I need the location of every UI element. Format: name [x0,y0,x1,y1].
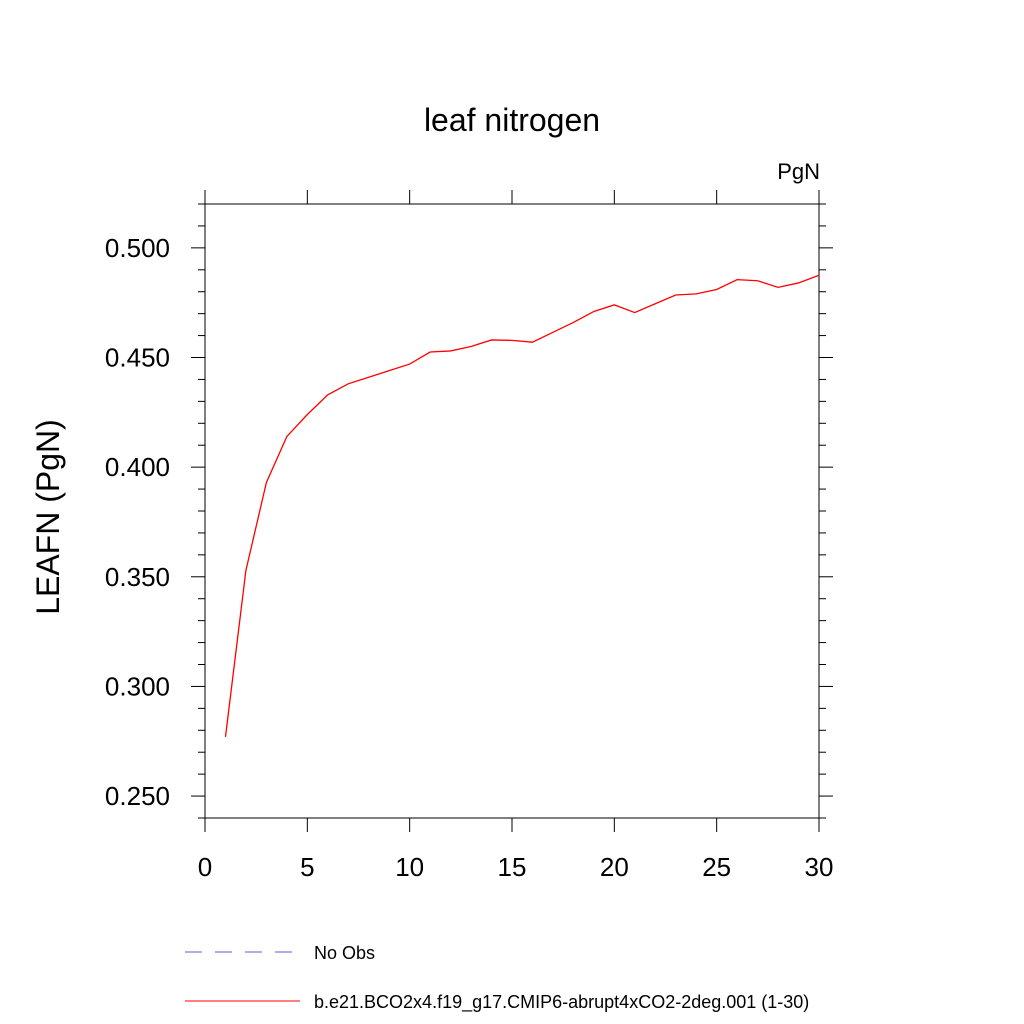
units-label: PgN [777,159,820,184]
x-tick-label: 30 [805,852,834,882]
axis-ticks [191,190,833,832]
y-axis-label: LEAFN (PgN) [30,419,66,615]
x-tick-labels: 0 5 10 15 20 25 30 [198,852,834,882]
y-tick-label: 0.400 [105,452,170,482]
y-tick-label: 0.250 [105,781,170,811]
series-lines [224,274,820,737]
series-line-1 [224,274,820,737]
legend-label-0: No Obs [314,943,375,963]
legend-label-1: b.e21.BCO2x4.f19_g17.CMIP6-abrupt4xCO2-2… [314,992,809,1013]
legend: No Obs b.e21.BCO2x4.f19_g17.CMIP6-abrupt4… [185,943,809,1013]
x-tick-label: 5 [300,852,314,882]
chart-title: leaf nitrogen [424,102,600,138]
x-tick-label: 0 [198,852,212,882]
x-tick-label: 10 [395,852,424,882]
x-tick-label: 25 [702,852,731,882]
x-tick-label: 20 [600,852,629,882]
y-tick-label: 0.500 [105,233,170,263]
y-tick-label: 0.350 [105,562,170,592]
plot-frame [204,203,820,819]
y-tick-label: 0.450 [105,343,170,373]
y-tick-label: 0.300 [105,671,170,701]
y-tick-labels: 0.250 0.300 0.350 0.400 0.450 0.500 [105,233,170,811]
x-tick-label: 15 [498,852,527,882]
